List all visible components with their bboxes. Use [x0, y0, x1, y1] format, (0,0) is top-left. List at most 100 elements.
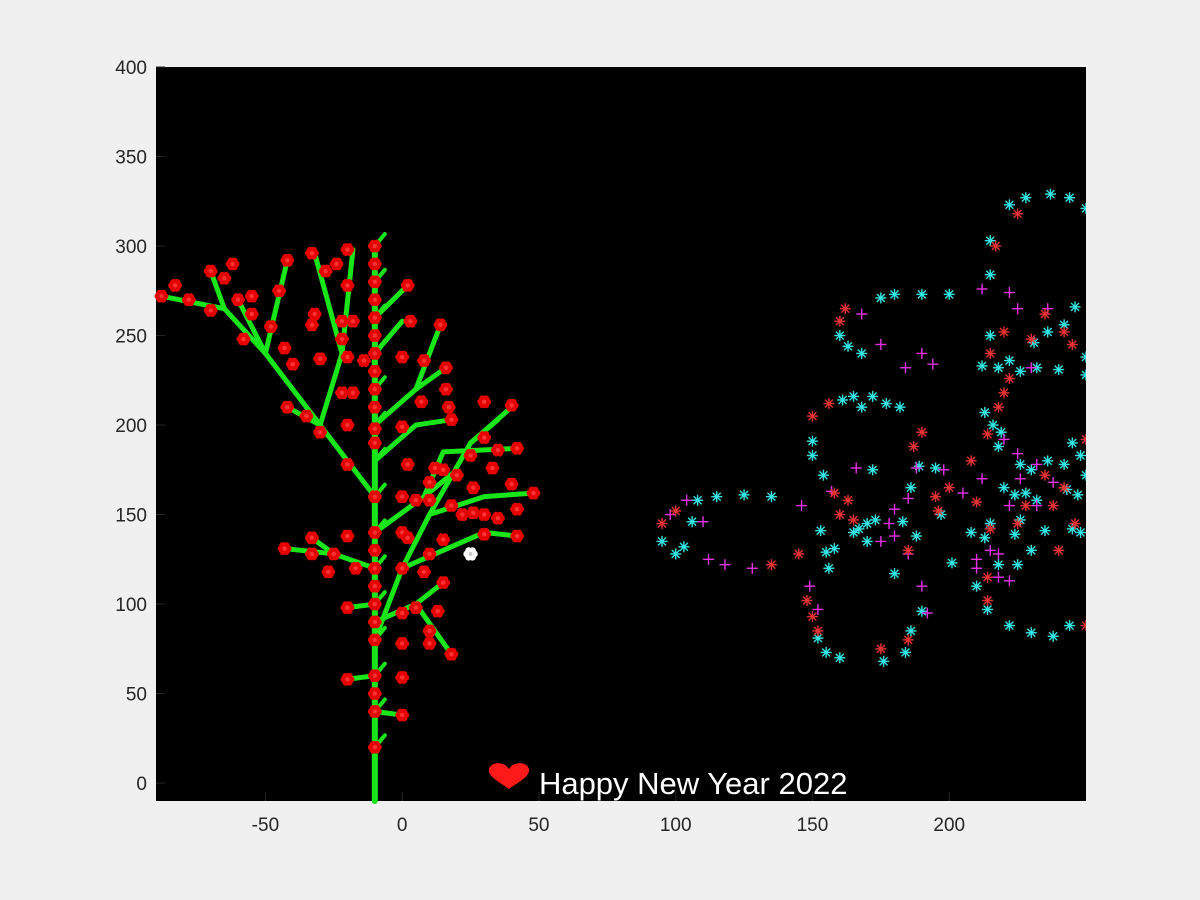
star-marker [992, 559, 1004, 571]
blossom [463, 449, 478, 462]
firework-flower-layer [656, 188, 1086, 667]
star-marker [670, 505, 682, 517]
star-marker [806, 449, 818, 461]
star-marker [1039, 525, 1051, 537]
star-marker [806, 611, 818, 623]
star-marker [823, 398, 835, 410]
star-marker [692, 494, 704, 506]
plus-marker [883, 518, 895, 530]
y-tick-label: 50 [126, 685, 147, 706]
blossom [477, 527, 492, 541]
blossom [307, 307, 322, 321]
star-marker [916, 426, 928, 438]
x-tick-label: 200 [933, 815, 965, 836]
star-marker [984, 269, 996, 281]
x-tick-label: 100 [660, 815, 692, 836]
star-marker [979, 407, 991, 419]
blossom [400, 278, 415, 292]
plus-marker [875, 535, 887, 547]
star-marker [793, 548, 805, 560]
plus-marker [1047, 476, 1059, 488]
blossom [367, 597, 382, 611]
star-marker [1080, 351, 1086, 363]
star-marker [897, 516, 909, 528]
plus-marker [902, 492, 914, 504]
axes-background [156, 67, 1086, 801]
blossom [395, 606, 410, 620]
star-marker [834, 330, 846, 342]
blossom [417, 354, 431, 368]
plus-marker [889, 503, 901, 515]
plus-marker [910, 462, 922, 474]
star-marker [971, 496, 983, 508]
plus-marker [992, 571, 1004, 583]
blossom [436, 463, 451, 477]
blossom [203, 304, 218, 317]
tree-branch [468, 417, 501, 446]
plus-marker [1014, 473, 1026, 485]
plus-marker [889, 530, 901, 542]
star-marker [1003, 373, 1015, 385]
blossom [367, 543, 382, 557]
blossom [367, 579, 382, 593]
star-marker [812, 625, 824, 637]
blossom [466, 506, 481, 520]
star-marker [990, 240, 1002, 252]
star-marker [1075, 526, 1086, 538]
blossom [181, 293, 196, 307]
star-marker [817, 469, 829, 481]
star-marker [987, 419, 999, 431]
star-marker [943, 482, 955, 494]
star-marker [656, 518, 668, 530]
star-marker [899, 646, 911, 658]
blossom [321, 565, 336, 579]
star-marker [1075, 449, 1086, 461]
plus-marker [916, 347, 928, 359]
blossom [444, 499, 459, 513]
star-marker [1080, 620, 1086, 632]
blossom [367, 436, 382, 450]
plus-marker [681, 494, 693, 506]
plus-marker [938, 464, 950, 476]
star-marker [1025, 544, 1037, 556]
tree-branch [372, 417, 454, 464]
star-marker [913, 460, 925, 472]
star-marker [656, 535, 668, 547]
star-marker [875, 292, 887, 304]
star-marker [806, 410, 818, 422]
blossom [510, 441, 524, 455]
star-marker [1014, 458, 1026, 470]
blossom [225, 257, 240, 271]
star-marker [823, 562, 835, 574]
star-marker [998, 482, 1010, 494]
plus-marker [1031, 500, 1043, 512]
blossom [417, 565, 431, 579]
star-marker [801, 594, 813, 606]
plus-marker [719, 559, 731, 571]
plus-marker [1025, 362, 1037, 374]
plus-marker [992, 548, 1004, 560]
blossom [422, 493, 437, 507]
star-marker [880, 398, 892, 410]
blossom [439, 382, 453, 396]
star-marker [1080, 202, 1086, 214]
y-tick-label: 250 [115, 327, 147, 348]
star-marker [856, 401, 868, 413]
plus-marker [1003, 500, 1015, 512]
blossom [367, 311, 382, 325]
blossom [444, 413, 459, 427]
plot-axes: Happy New Year 2022 [154, 67, 1086, 804]
star-marker [670, 548, 682, 560]
blossom-layer [154, 239, 541, 754]
star-marker [982, 594, 994, 606]
star-marker [943, 288, 955, 300]
blossom [403, 314, 418, 328]
blossom [395, 420, 410, 434]
blossom [466, 481, 481, 495]
plus-marker [971, 562, 983, 574]
plus-marker [927, 358, 939, 370]
star-marker [1066, 338, 1078, 350]
blossom [367, 364, 382, 378]
star-marker [998, 326, 1010, 338]
star-marker [932, 505, 944, 517]
